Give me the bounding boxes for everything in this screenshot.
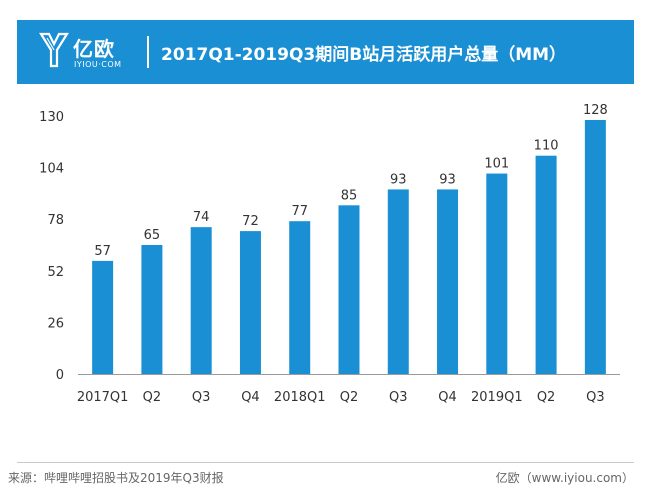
y-tick-label: 0: [56, 368, 64, 383]
bar-value-label: 65: [144, 228, 161, 243]
banner-divider: [147, 36, 149, 68]
yiou-logo: 亿欧 IYIOU·COM: [39, 30, 149, 74]
x-tick-label: Q4: [438, 390, 457, 405]
x-tick-label: Q2: [537, 390, 556, 405]
title-banner: 亿欧 IYIOU·COM 2017Q1-2019Q3期间B站月活跃用户总量（MM…: [17, 20, 634, 84]
logo-cn-text: 亿欧: [73, 37, 115, 61]
source-note: 来源：哔哩哔哩招股书及2019年Q3财报: [8, 471, 224, 485]
x-tick-label: Q3: [586, 390, 605, 405]
x-tick-label: 2018Q1: [274, 390, 326, 405]
bar-value-label: 77: [291, 204, 308, 219]
chart-title: 2017Q1-2019Q3期间B站月活跃用户总量（MM）: [161, 45, 567, 65]
y-tick-label: 104: [39, 162, 64, 177]
x-tick-label: Q2: [340, 390, 359, 405]
x-tick-label: 2017Q1: [77, 390, 129, 405]
bar-value-label: 128: [583, 103, 608, 118]
footer-divider: [17, 462, 634, 463]
bar: [92, 260, 114, 374]
y-tick-label: 52: [47, 265, 64, 280]
x-tick-label: Q3: [389, 390, 408, 405]
bar-value-label: 93: [390, 172, 407, 187]
bar: [190, 227, 212, 374]
x-tick-label: 2019Q1: [471, 390, 523, 405]
bar: [486, 173, 508, 374]
logo-en-text: IYIOU·COM: [74, 60, 122, 69]
bar: [535, 155, 557, 374]
yiou-logo-icon: [39, 32, 69, 68]
bar: [338, 205, 360, 374]
bar-value-label: 57: [94, 244, 111, 259]
bar: [437, 189, 459, 374]
bar-chart: 0 26 52 78 104 130 57 2017Q1 65 Q2 74 Q3 72 Q4 77 2018Q…: [39, 103, 620, 405]
x-tick-label: Q2: [143, 390, 162, 405]
bar: [387, 189, 409, 374]
bar-value-label: 110: [534, 139, 559, 154]
bar-value-label: 74: [193, 210, 210, 225]
bar: [584, 119, 606, 374]
brand-note: 亿欧（www.iyiou.com）: [495, 471, 634, 485]
bar-value-label: 101: [484, 157, 509, 172]
y-tick-label: 78: [47, 213, 64, 228]
bar-value-label: 72: [242, 214, 259, 229]
x-tick-label: Q3: [192, 390, 211, 405]
bar-value-label: 93: [439, 172, 456, 187]
y-tick-label: 26: [47, 316, 64, 331]
bar-value-label: 85: [341, 188, 358, 203]
x-tick-label: Q4: [241, 390, 260, 405]
bar: [141, 245, 163, 374]
y-tick-label: 130: [39, 110, 64, 125]
bar: [289, 221, 311, 374]
bar: [239, 231, 261, 374]
